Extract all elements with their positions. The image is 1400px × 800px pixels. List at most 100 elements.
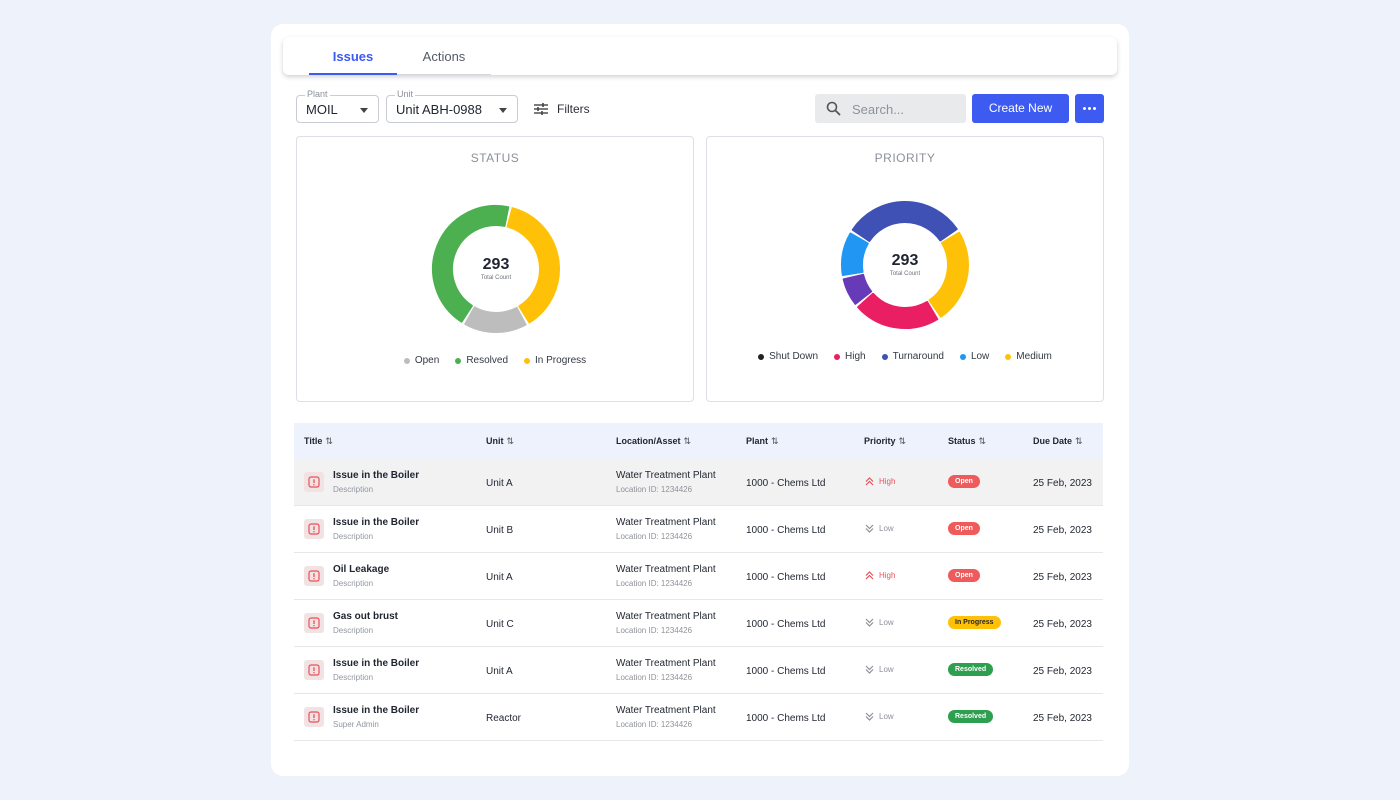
- row-title[interactable]: Issue in the Boiler: [333, 470, 420, 481]
- row-due-date: 25 Feb, 2023: [1033, 619, 1092, 630]
- row-title-block: Issue in the Boiler Description: [333, 470, 419, 494]
- col-header-label: Plant: [746, 436, 769, 446]
- legend-label: Shut Down: [769, 351, 819, 362]
- status-badge: Open: [948, 569, 980, 582]
- priority-label: Low: [879, 524, 894, 533]
- legend-dot: [834, 353, 841, 360]
- row-unit: Unit C: [486, 619, 514, 630]
- row-location-block: Water Treatment Plant Location ID: 123442…: [616, 470, 716, 494]
- row-title[interactable]: Issue in the Boiler: [333, 658, 420, 669]
- row-description: Description: [333, 485, 374, 494]
- row-priority: Low: [865, 524, 894, 533]
- row-priority: Low: [865, 712, 894, 721]
- row-title-block: Oil Leakage Description: [333, 564, 389, 588]
- col-header-label: Priority: [864, 436, 896, 446]
- col-header-due-date[interactable]: Due Date ⇅: [1033, 423, 1083, 459]
- legend-item-turnaround: Turnaround: [881, 351, 944, 362]
- chevrons-down-icon: [865, 665, 874, 674]
- status-total-count: 293: [482, 256, 510, 273]
- status-donut-chart: [432, 205, 560, 333]
- row-location: Water Treatment Plant: [616, 517, 716, 528]
- legend-dot: [1005, 353, 1012, 360]
- priority-legend: Shut Down High Turnaround Low Medium: [707, 351, 1103, 362]
- row-unit: Unit A: [486, 572, 513, 583]
- priority-chart-title: PRIORITY: [874, 151, 936, 165]
- row-title[interactable]: Issue in the Boiler: [333, 517, 420, 528]
- row-location-id: Location ID: 1234426: [616, 626, 693, 635]
- row-location: Water Treatment Plant: [616, 564, 716, 575]
- row-status: Resolved: [948, 663, 994, 676]
- donut-slice-open[interactable]: [464, 306, 527, 333]
- filters-button[interactable]: Filters: [533, 98, 590, 120]
- row-due-date: 25 Feb, 2023: [1033, 478, 1092, 489]
- row-location-id: Location ID: 1234426: [616, 532, 693, 541]
- donut-slice-medium[interactable]: [928, 231, 969, 318]
- chevron-down-icon: [360, 108, 368, 113]
- donut-slice-turnaround[interactable]: [851, 201, 958, 242]
- plant-select-label: Plant: [305, 89, 330, 100]
- search-icon: [826, 101, 841, 116]
- col-header-plant[interactable]: Plant ⇅: [746, 423, 779, 459]
- dot: [1088, 107, 1091, 110]
- donut-slice-low[interactable]: [841, 232, 869, 277]
- legend-item-shut-down: Shut Down: [758, 351, 818, 362]
- legend-dot: [881, 353, 888, 360]
- row-plant: 1000 - Chems Ltd: [746, 619, 826, 630]
- col-header-location[interactable]: Location/Asset ⇅: [616, 423, 691, 459]
- legend-item-high: High: [834, 351, 866, 362]
- col-header-priority[interactable]: Priority ⇅: [864, 423, 906, 459]
- table-row[interactable]: Gas out brust Description Unit C Water Trea…: [294, 600, 1103, 647]
- donut-slice-shut-down[interactable]: [842, 273, 873, 305]
- tab-issues[interactable]: Issues: [309, 37, 397, 75]
- table-row[interactable]: Issue in the Boiler Super Admin Reactor Wat…: [294, 694, 1103, 741]
- table-row[interactable]: Issue in the Boiler Description Unit A Wate…: [294, 647, 1103, 694]
- col-header-title[interactable]: Title ⇅: [304, 423, 333, 459]
- table-row[interactable]: Issue in the Boiler Description Unit A Wate…: [294, 459, 1103, 506]
- chevron-down-icon: [499, 108, 507, 113]
- row-location-id: Location ID: 1234426: [616, 579, 693, 588]
- row-plant: 1000 - Chems Ltd: [746, 478, 826, 489]
- legend-dot: [758, 353, 765, 360]
- tab-actions[interactable]: Actions: [397, 37, 491, 75]
- more-options-button[interactable]: [1075, 94, 1104, 123]
- row-description: Description: [333, 673, 374, 682]
- donut-slice-high[interactable]: [857, 292, 939, 329]
- col-header-status[interactable]: Status ⇅: [948, 423, 986, 459]
- table-row[interactable]: Issue in the Boiler Description Unit B Wate…: [294, 506, 1103, 553]
- chevrons-down-icon: [865, 524, 874, 533]
- row-due-date: 25 Feb, 2023: [1033, 666, 1092, 677]
- row-priority: High: [865, 571, 895, 580]
- plant-select[interactable]: Plant MOIL: [296, 89, 379, 123]
- issues-table: Title ⇅ Unit ⇅ Location/Asset ⇅ Plant ⇅ Prio…: [294, 423, 1103, 741]
- row-title[interactable]: Oil Leakage: [333, 564, 390, 575]
- row-plant: 1000 - Chems Ltd: [746, 572, 826, 583]
- table-row[interactable]: Oil Leakage Description Unit A Water Treatm…: [294, 553, 1103, 600]
- legend-item-resolved: Resolved: [455, 355, 508, 366]
- chevrons-down-icon: [865, 712, 874, 721]
- status-chart-title: STATUS: [470, 151, 520, 165]
- search-input[interactable]: Search...: [815, 94, 966, 123]
- status-badge: Open: [948, 475, 980, 488]
- main-card: Issues Actions Plant MOIL Unit Unit ABH-…: [271, 24, 1129, 776]
- priority-chart-panel: PRIORITY 293 Total Count Shut Down High …: [706, 136, 1104, 402]
- row-title[interactable]: Issue in the Boiler: [333, 705, 420, 716]
- status-badge: In Progress: [948, 616, 1001, 629]
- plant-select-value: MOIL: [306, 102, 338, 117]
- row-unit: Unit B: [486, 525, 514, 536]
- tab-bar: Issues Actions: [283, 37, 1117, 75]
- legend-item-open: Open: [403, 355, 439, 366]
- sort-icon: ⇅: [771, 436, 779, 446]
- create-new-button[interactable]: Create New: [972, 94, 1069, 123]
- chevrons-down-icon: [865, 618, 874, 627]
- col-header-unit[interactable]: Unit ⇅: [486, 423, 514, 459]
- donut-slice-in-progress[interactable]: [506, 207, 560, 324]
- row-title[interactable]: Gas out brust: [333, 611, 399, 622]
- sort-icon: ⇅: [325, 436, 333, 446]
- row-unit: Unit A: [486, 478, 513, 489]
- row-location-block: Water Treatment Plant Location ID: 123442…: [616, 564, 716, 588]
- row-unit: Reactor: [486, 713, 522, 724]
- row-priority: Low: [865, 618, 894, 627]
- donut-slice-resolved[interactable]: [432, 205, 510, 323]
- unit-select[interactable]: Unit Unit ABH-0988: [386, 89, 518, 123]
- row-location-id: Location ID: 1234426: [616, 720, 693, 729]
